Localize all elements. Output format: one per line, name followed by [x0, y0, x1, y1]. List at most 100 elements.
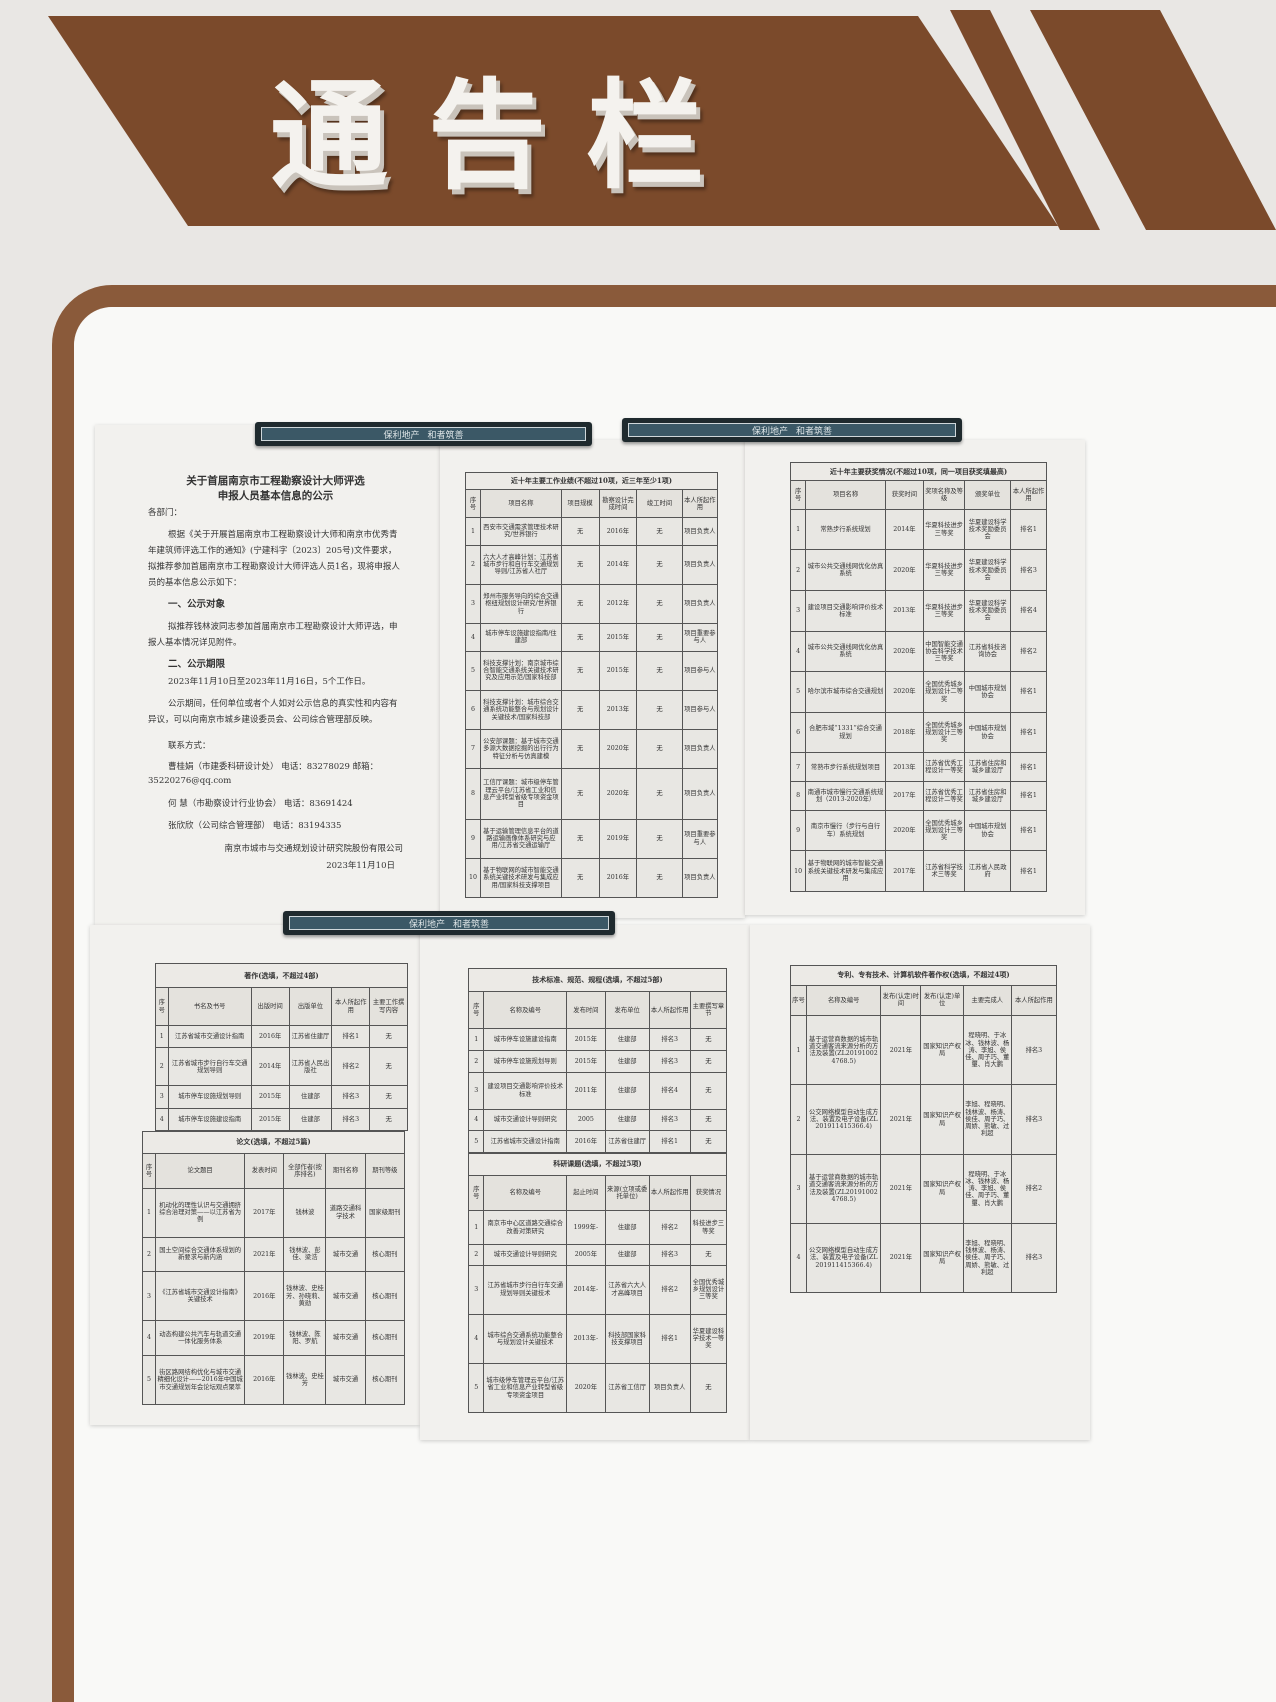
table-cell: 2017年 [884, 850, 925, 892]
books-table: 著作(选填，不超过4部) 序号 书名及书号 出版时间 出版单位 本人所起作用 主要工作撰写内… [155, 962, 408, 1132]
column-header: 论文题目 [155, 1152, 246, 1189]
table-cell: 2021年 [244, 1236, 285, 1273]
table-cell: 5 [464, 650, 482, 691]
table-row: 1 西安市交通需求管理技术研究/世界银行无 2016年无项目负责人 [464, 517, 719, 546]
table-cell: 江苏省住建厅 [288, 1025, 333, 1049]
table-row: 5 街区路网结构优化与城市交通精细化设计——2016年中国城市交通规划年会论坛观点… [141, 1354, 406, 1406]
table-cell: 无 [369, 1025, 408, 1049]
column-header: 来源(立项或委托单位) [604, 1174, 650, 1211]
magnet-slogan: 和者筑善 [427, 430, 464, 441]
table-row: 4 城市综合交通系统功能整合与规划设计关键技术 2013年- 科技部国家科技支撑项目排… [467, 1313, 728, 1364]
table-cell: 项目参与人 [681, 689, 719, 730]
table-cell: 基于运营商数据的城市轨道交通客流来源分析的方法及装置(ZL20191002476… [805, 1015, 882, 1086]
table-cell: 排名3 [331, 1107, 371, 1132]
table-cell: 工信厅课题：城市级停车管理云平台/江苏省工业和信息产业转型省级专项资金项目 [480, 768, 562, 820]
table-cell: 钱林波、史桂芳、孙晓莉、黄勋 [283, 1271, 327, 1322]
table-cell: 基于物联网的城市智能交通系统关键技术研发与集成应用/国家科技支撑项目 [480, 857, 562, 899]
table-cell: 3 [464, 583, 482, 625]
table-cell: 《江苏省城市交通设计指南》关键技术 [155, 1271, 246, 1322]
magnet-strip: 保利地产 和者筑善 [255, 422, 592, 446]
table-cell: 2014年 [598, 544, 638, 585]
table-cell: 3 [789, 590, 807, 632]
table-cell: 排名3 [648, 1108, 691, 1132]
magnet-brand: 保利地产 [383, 430, 420, 441]
column-header: 期刊名称 [325, 1152, 366, 1189]
table-cell: 城市交通 [325, 1271, 366, 1322]
table-cell: 2015年 [566, 1028, 606, 1051]
column-header: 书名及书号 [167, 987, 252, 1027]
table-cell: 江苏省城市交通设计指南 [483, 1130, 568, 1153]
table-cell: 2015年 [250, 1085, 290, 1109]
table-cell: 8 [464, 768, 482, 820]
research-grid: 科研课题(选填，不超过5项) 序号 名称及编号 起止时间 来源(立项或委托单位) 本人所起… [467, 1153, 728, 1414]
column-header: 发布单位 [604, 991, 650, 1030]
table-cell: 排名3 [648, 1028, 691, 1051]
table-cell: 2005 [566, 1108, 606, 1132]
table-cell: 排名1 [1010, 508, 1047, 551]
notice-contact1: 曹桂娟（市建委科研设计处） 电话：83278029 邮箱： [168, 761, 379, 772]
table-row: 1 常熟步行系统规划 2014年 华夏科技进步三等奖 华夏建设科学技术奖励委员会 排名1 [789, 508, 1047, 551]
table-cell: 程晓明、于冰冰、钱林波、杨涛、李旭、侯佳、周子巧、董璽、肖大鹏 [962, 1153, 1012, 1224]
table-cell: 2012年 [598, 583, 638, 625]
table-cell: 排名3 [1010, 1015, 1058, 1086]
column-header: 主要工作撰写内容 [369, 987, 408, 1027]
column-header: 奖项名称及等级 [923, 480, 966, 510]
table-cell: 1 [155, 1025, 169, 1049]
table-cell: 9 [464, 818, 482, 859]
table-row: 2 国土空间综合交通体系规划的新要求与新内涵 2021年 钱林波、彭佳、梁浩 城市交通核… [141, 1236, 406, 1273]
table-cell: 住建部 [604, 1071, 650, 1110]
table-cell: 国土空间综合交通体系规划的新要求与新内涵 [155, 1236, 246, 1273]
table-cell: 住建部 [604, 1244, 650, 1266]
column-header: 全部作者(按序排名) [283, 1152, 327, 1189]
table-cell: 排名3 [648, 1244, 691, 1266]
column-header: 发布时间 [566, 991, 606, 1030]
table-row: 9 基于运输管理信息平台的道路运输画像体系研究与应用/江苏省交通运输厅无 2019年… [464, 818, 719, 859]
table-cell: 科技支撑计划：南京城市综合智能交通系统关键技术研究及应用示范/国家科技部 [480, 650, 562, 691]
table-cell: 2021年 [880, 1084, 922, 1155]
table-title: 论文(选填，不超过5篇) [142, 1131, 405, 1154]
table-cell: 2013年- [566, 1313, 606, 1364]
table-cell: 排名3 [1010, 549, 1047, 591]
table-cell: 城市交通 [325, 1236, 366, 1273]
column-header: 本人所起作用 [648, 991, 691, 1030]
table-cell: 无 [560, 517, 600, 546]
table-cell: 4 [464, 623, 482, 652]
patents-grid: 专利、专有技术、计算机软件著作权(选填，不超过4项) 序号 名称及编号 发布(认定)时… [790, 965, 1058, 1294]
column-header: 期刊等级 [364, 1152, 406, 1189]
table-cell: 无 [560, 689, 600, 730]
table-cell: 2014年- [566, 1264, 606, 1315]
notice-intro: 根据《关于开展首届南京市工程勘察设计大师和南京市优秀青年建筑师评选工作的通知》(… [148, 529, 400, 588]
table-cell: 江苏省城市交通设计指南 [167, 1025, 252, 1049]
table-cell: 排名2 [331, 1047, 371, 1087]
table-cell: 2 [790, 1084, 807, 1155]
table-cell: 2019年 [598, 818, 638, 859]
table-cell: 2014年 [250, 1047, 290, 1087]
table-cell: 项目负责人 [681, 857, 719, 899]
table-cell: 无 [560, 768, 600, 820]
table-cell: 5 [467, 1362, 485, 1414]
column-header: 勘察设计完成时间 [598, 489, 638, 519]
table-cell: 南京市中心区道路交通综合改善对策研究 [483, 1209, 568, 1246]
notice-section1-text: 拟推荐钱林波同志参加首届南京市工程勘察设计大师评选，申报人基本情况详见附件。 [148, 621, 398, 648]
table-cell: 核心期刊 [364, 1354, 406, 1406]
table-cell: 3 [790, 1153, 807, 1224]
table-cell: 排名1 [331, 1025, 371, 1049]
table-cell: 华夏科技进步三等奖 [923, 590, 966, 632]
table-cell: 南京市慢行（步行与自行车）系统规划 [805, 809, 886, 852]
table-title: 技术标准、规范、规程(选填，不超过5部) [468, 967, 727, 993]
table-cell: 10 [789, 850, 807, 892]
table-cell: 城市停车设施建设指南 [167, 1107, 252, 1132]
table-cell: 无 [560, 544, 600, 585]
table-cell: 2020年 [566, 1362, 606, 1414]
table-cell: 排名3 [648, 1050, 691, 1073]
table-cell: 华夏科技进步三等奖 [923, 549, 966, 591]
table-title: 近十年主要获奖情况(不超过10项，同一项目获奖填最高) [790, 461, 1047, 482]
notice-document: 关于首届南京市工程勘察设计大师评选 申报人员基本信息的公示 各部门： 根据《关于… [148, 476, 403, 880]
table-cell: 2015年 [598, 623, 638, 652]
table-cell: 无 [560, 623, 600, 652]
column-header: 获奖时间 [884, 480, 925, 510]
table-cell: 住建部 [288, 1107, 333, 1132]
table-cell: 排名2 [648, 1209, 691, 1246]
table-cell: 2 [141, 1236, 157, 1273]
table-cell: 全国优秀城乡规划设计三等奖 [689, 1264, 728, 1315]
